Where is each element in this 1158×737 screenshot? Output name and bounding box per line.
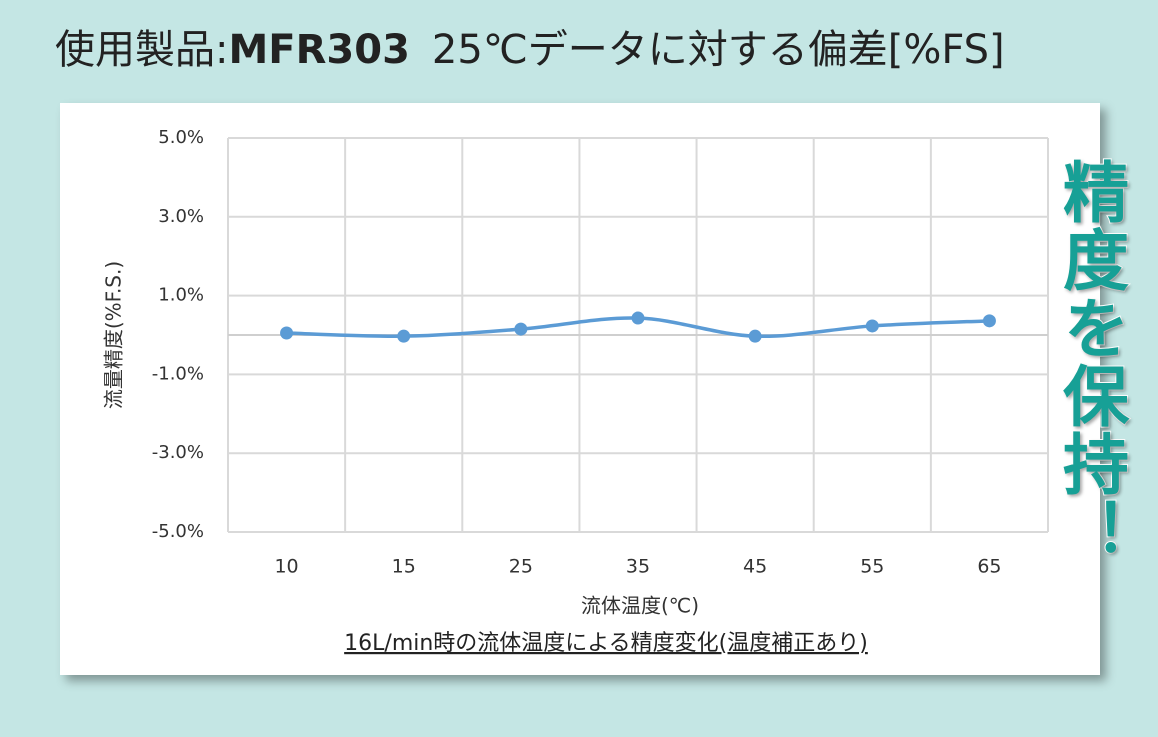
data-point	[748, 329, 762, 343]
y-tick-label: 1.0%	[158, 285, 204, 306]
y-tick-label: 3.0%	[158, 206, 204, 227]
data-point	[982, 314, 996, 328]
data-point	[865, 319, 879, 333]
x-axis-label: 流体温度(℃)	[581, 594, 699, 618]
y-tick-label: 5.0%	[158, 127, 204, 148]
y-axis-label: 流量精度(%F.S.)	[102, 261, 126, 409]
y-tick-label: -3.0%	[152, 442, 204, 463]
title-suffix: 25℃データに対する偏差[%FS]	[432, 27, 1005, 73]
x-tick-label: 25	[509, 556, 533, 578]
x-tick-label: 35	[626, 556, 650, 578]
title-prefix: 使用製品:	[55, 27, 228, 73]
side-note: 精度を保持！	[1051, 157, 1130, 567]
x-tick-label: 15	[392, 556, 416, 578]
x-tick-label: 45	[743, 556, 767, 578]
chart-caption: 16L/min時の流体温度による精度変化(温度補正あり)	[344, 631, 868, 656]
page-title: 使用製品:MFR303 25℃データに対する偏差[%FS]	[55, 27, 1005, 73]
data-point	[397, 329, 411, 343]
x-tick-label: 55	[860, 556, 884, 578]
y-tick-label: -1.0%	[152, 363, 204, 384]
title-product: MFR303	[228, 27, 409, 73]
data-point	[514, 322, 528, 336]
data-point	[280, 326, 294, 340]
data-point	[631, 311, 645, 325]
x-tick-label: 10	[274, 556, 298, 578]
y-tick-label: -5.0%	[152, 521, 204, 542]
x-tick-label: 65	[977, 556, 1001, 578]
